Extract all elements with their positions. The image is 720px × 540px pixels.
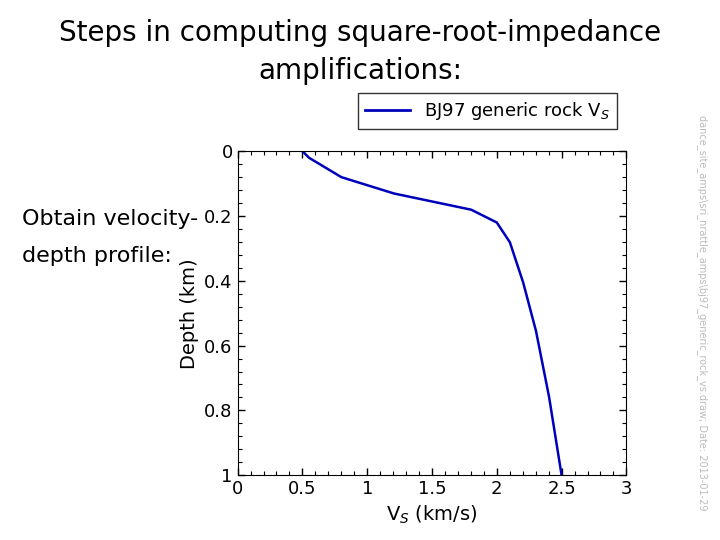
Legend: BJ97 generic rock V$_S$: BJ97 generic rock V$_S$ xyxy=(358,93,617,129)
X-axis label: V$_S$ (km/s): V$_S$ (km/s) xyxy=(386,504,478,526)
Text: amplifications:: amplifications: xyxy=(258,57,462,85)
Text: Obtain velocity-: Obtain velocity- xyxy=(22,208,198,229)
Y-axis label: Depth (km): Depth (km) xyxy=(180,258,199,368)
Text: dance_site_amps\sri_nrattle_amps\bj97_generic_rock_vs.draw; Date: 2013-01-29: dance_site_amps\sri_nrattle_amps\bj97_ge… xyxy=(696,116,708,511)
Text: depth profile:: depth profile: xyxy=(22,246,171,267)
Text: Steps in computing square-root-impedance: Steps in computing square-root-impedance xyxy=(59,19,661,47)
